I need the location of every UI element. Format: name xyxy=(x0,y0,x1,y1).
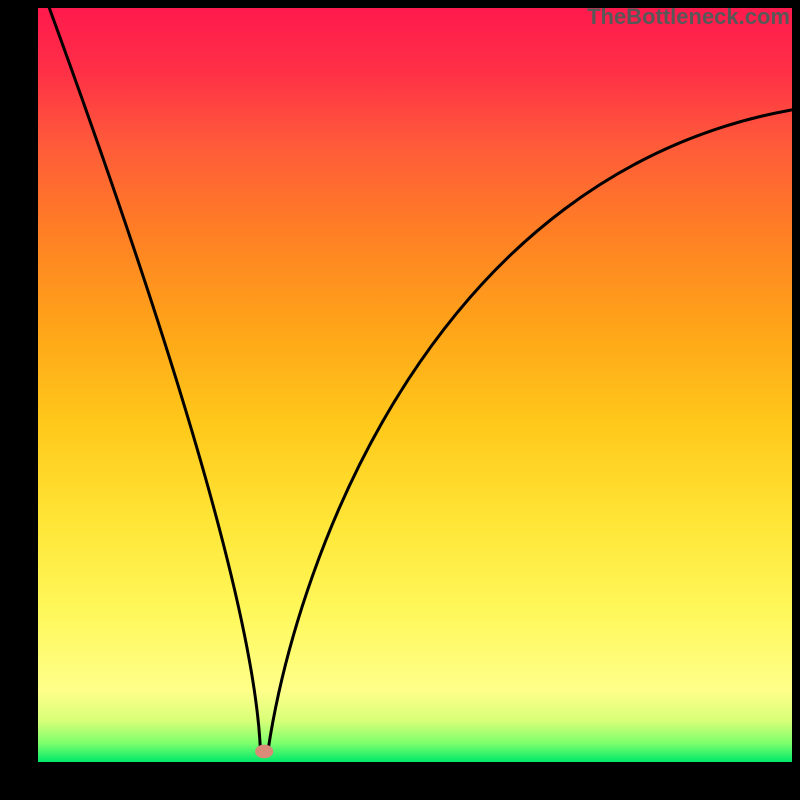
watermark-text: TheBottleneck.com xyxy=(587,4,790,30)
background-gradient xyxy=(38,8,792,762)
plot-area xyxy=(38,8,792,762)
chart-frame: TheBottleneck.com xyxy=(0,0,800,800)
